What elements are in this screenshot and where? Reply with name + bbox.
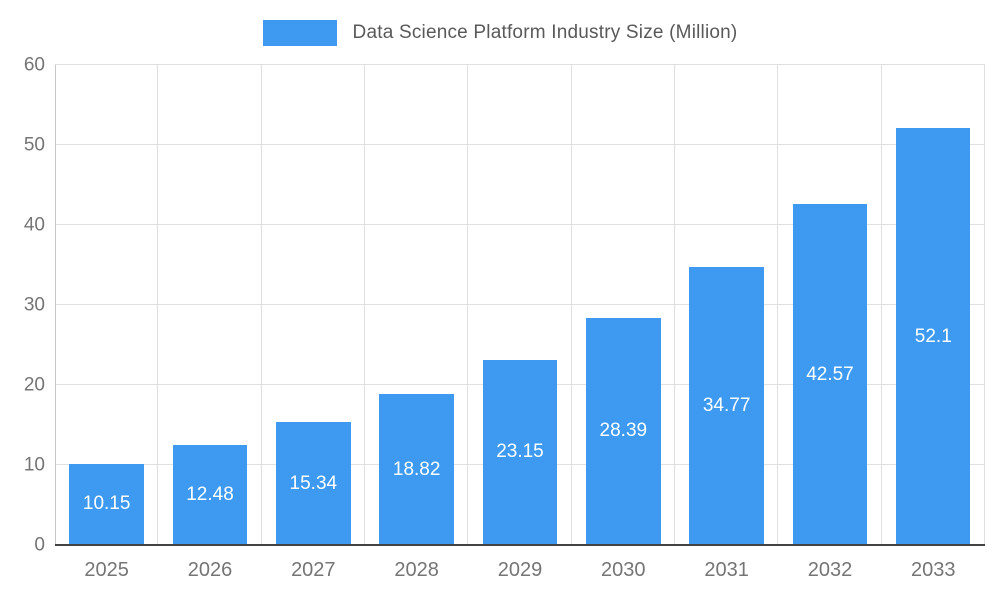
v-gridline [570, 65, 572, 545]
bar-value-label: 52.1 [914, 325, 952, 347]
x-axis-label: 2031 [704, 558, 749, 581]
bar-column: 42.57 [778, 65, 881, 545]
bar-column: 12.48 [158, 65, 261, 545]
x-axis-label: 2027 [291, 558, 336, 581]
bar-value-label: 34.77 [702, 394, 751, 416]
x-axis-label: 2025 [84, 558, 129, 581]
bar-value-label: 15.34 [289, 472, 338, 494]
h-gridline [55, 224, 985, 226]
bar-value-label: 18.82 [392, 458, 441, 480]
y-tick-label: 60 [23, 54, 45, 76]
bar-2026[interactable]: 12.48 [172, 445, 248, 545]
v-gridline [260, 65, 262, 545]
bar-column: 23.15 [468, 65, 571, 545]
y-tick-label: 20 [23, 374, 45, 396]
bar-column: 15.34 [262, 65, 365, 545]
bar-value-label: 12.48 [186, 484, 234, 506]
y-tick-label: 40 [23, 214, 45, 236]
x-axis: 2025 2026 2027 2028 2029 2030 2031 2032 2033 [55, 552, 985, 588]
h-gridline [55, 144, 985, 145]
x-axis-label: 2029 [497, 558, 543, 581]
y-tick-label: 50 [23, 134, 45, 156]
bar-2031[interactable]: 34.77 [689, 266, 764, 545]
h-gridline [55, 64, 985, 65]
bar-column: 28.39 [572, 65, 675, 545]
y-tick-label: 0 [34, 534, 45, 556]
v-gridline [157, 65, 159, 545]
bar-2028[interactable]: 18.82 [379, 394, 454, 545]
chart-title: Data Science Platform Industry Size (Mil… [352, 22, 738, 43]
v-gridline [880, 65, 882, 545]
bar-value-label: 28.39 [599, 420, 648, 442]
bar-2033[interactable]: 52.1 [896, 128, 971, 545]
y-axis: 0 10 20 30 40 50 60 [0, 56, 45, 555]
bar-column: 52.1 [882, 65, 985, 545]
y-axis-line [55, 65, 56, 545]
bar-2029[interactable]: 23.15 [482, 359, 558, 545]
bar-column: 34.77 [675, 65, 778, 545]
bar-value-label: 10.15 [82, 493, 131, 515]
x-axis-label: 2032 [807, 558, 853, 581]
plot-area: 10.15 12.48 15.34 18.82 23.15 28.39 34.77 42.57… [55, 64, 985, 546]
x-axis-label: 2030 [601, 558, 646, 581]
v-gridline [777, 65, 779, 545]
bar-column: 18.82 [365, 65, 468, 545]
v-gridline [363, 65, 365, 545]
v-gridline [673, 65, 675, 545]
v-gridline [984, 65, 985, 545]
bar-2032[interactable]: 42.57 [792, 204, 868, 545]
y-tick-label: 10 [23, 454, 45, 476]
bar-2027[interactable]: 15.34 [276, 422, 351, 545]
h-gridline [55, 304, 985, 305]
chart-legend: Data Science Platform Industry Size (Mil… [0, 18, 1000, 48]
x-axis-label: 2026 [187, 558, 233, 581]
bar-2025[interactable]: 10.15 [69, 463, 144, 545]
bars: 10.15 12.48 15.34 18.82 23.15 28.39 34.77 42.57… [55, 65, 985, 545]
bar-2030[interactable]: 28.39 [586, 317, 661, 545]
bar-value-label: 23.15 [496, 441, 544, 463]
v-gridline [467, 65, 469, 545]
x-axis-label: 2028 [394, 558, 439, 581]
bar-value-label: 42.57 [806, 363, 854, 385]
x-axis-line [55, 544, 985, 546]
x-axis-label: 2033 [911, 558, 956, 581]
y-tick-label: 30 [23, 294, 45, 316]
bar-column: 10.15 [55, 65, 158, 545]
legend-swatch [262, 20, 337, 46]
